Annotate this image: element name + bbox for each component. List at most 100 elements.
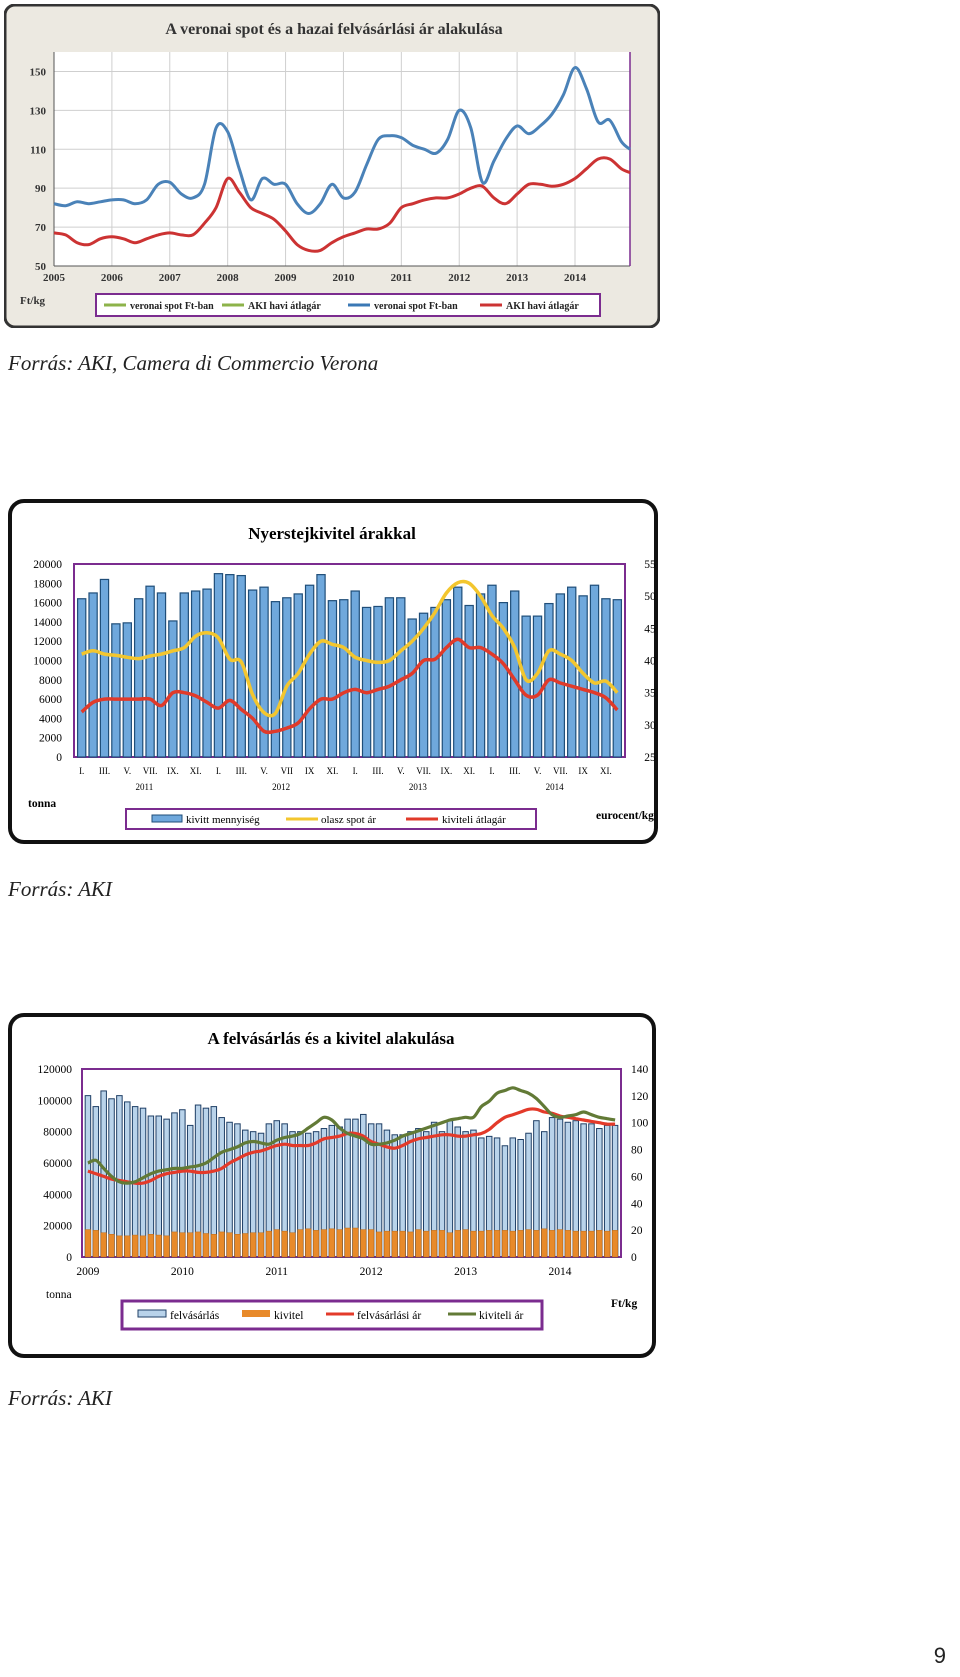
chart-3-legend-label: felvásárlás [170, 1310, 220, 1322]
chart-3-bar-export [140, 1235, 147, 1258]
chart-3-bar-export [163, 1235, 170, 1258]
chart-3-bar-export [486, 1230, 493, 1258]
chart-1-panel: A veronai spot és a hazai felvásárlási á… [3, 3, 661, 329]
chart-2-legend-label: olasz spot ár [321, 814, 376, 826]
chart-3-bar-export [116, 1235, 123, 1258]
chart-2-bar [270, 601, 281, 758]
chart-3-legend-label: kiviteli ár [479, 1310, 524, 1322]
chart-2-year-label: 2014 [546, 782, 565, 792]
chart-2-bar [453, 586, 463, 758]
chart-2-month-label: XI. [463, 766, 475, 776]
chart-2-left-tick-label: 2000 [39, 733, 62, 745]
chart-3-left-tick-label: 0 [66, 1252, 72, 1264]
chart-2-panel: Nyerstejkivitel árakkal 0 2000 4000 6000 8000… [8, 499, 658, 844]
chart-3-bar-export [580, 1230, 587, 1258]
chart-2-bar [521, 615, 531, 758]
chart-2-bar [350, 590, 360, 758]
chart-2-bar [441, 599, 452, 758]
chart-2-month-label: XI. [327, 766, 339, 776]
chart-2-bar [589, 584, 600, 758]
chart-2-month-label: I. [79, 766, 84, 776]
chart-3-felvasarlas-kivitel: A felvásárlás és a kivitel alakulása0200… [8, 1013, 656, 1358]
chart-2-left-tick-label: 0 [56, 752, 62, 764]
chart-3-bar-export [92, 1230, 99, 1258]
chart-3-right-tick-label: 40 [631, 1198, 643, 1210]
chart-2-nyerstejkivitel: Nyerstejkivitel árakkal 0 2000 4000 6000 8000… [8, 499, 658, 844]
chart-2-month-label: III. [99, 766, 110, 776]
chart-3-left-axis-label: tonna [46, 1289, 72, 1301]
chart-2-month-label: VII. [416, 766, 431, 776]
chart-3-bar-export [171, 1231, 178, 1258]
chart-2-bar [567, 586, 577, 758]
chart-3-bar-export [572, 1230, 579, 1258]
chart-2-bar [282, 597, 292, 758]
chart-3-bar-export [273, 1229, 280, 1258]
chart-3-year-label: 2014 [548, 1266, 571, 1278]
chart-3-bar-export [297, 1229, 304, 1258]
chart-1-title: A veronai spot és a hazai felvásárlási á… [165, 21, 502, 38]
chart-2-bar [475, 593, 486, 758]
chart-2-line-1 [81, 579, 619, 718]
chart-3-bar-export [494, 1230, 501, 1258]
chart-3-bar-purchase [100, 1090, 107, 1258]
chart-2-right-tick-label: 40 [644, 656, 656, 668]
chart-3-year-label: 2011 [265, 1266, 288, 1278]
chart-2-year-label: 2011 [136, 782, 154, 792]
chart-1-veronai-spot: A veronai spot és a hazai felvásárlási á… [3, 3, 661, 329]
chart-1-legend-label: veronai spot Ft-ban [130, 301, 214, 312]
chart-3-bar-export [368, 1229, 375, 1258]
chart-2-bar [418, 612, 429, 758]
chart-3-bar-export [407, 1231, 414, 1258]
chart-2-bar [373, 605, 383, 758]
chart-2-left-tick-label: 18000 [33, 578, 62, 590]
chart-3-bar-export [281, 1230, 288, 1258]
chart-1-ytick-label: 90 [35, 183, 47, 195]
chart-3-bar-export [588, 1230, 595, 1258]
chart-3-bar-export [423, 1230, 430, 1258]
chart-3-left-tick-label: 20000 [43, 1221, 72, 1233]
chart-3-legend-swatch [242, 1310, 270, 1317]
chart-2-bar [236, 574, 246, 758]
chart-2-month-label: XI. [600, 766, 612, 776]
chart-3-bar-export [344, 1227, 351, 1258]
chart-3-right-tick-label: 60 [631, 1171, 643, 1183]
chart-2-bar [430, 606, 440, 758]
chart-3-bar-export [399, 1230, 406, 1258]
chart-2-month-label: I. [489, 766, 494, 776]
chart-3-bar-export [549, 1230, 556, 1258]
chart-2-month-label: I. [353, 766, 358, 776]
chart-2-month-label: V. [397, 766, 405, 776]
chart-3-bar-export [234, 1234, 241, 1258]
chart-2-month-label: V. [123, 766, 131, 776]
chart-2-bar [111, 623, 121, 758]
chart-3-bar-export [226, 1232, 233, 1258]
chart-3-bar-export [155, 1234, 162, 1258]
chart-1-ytick-label: 130 [30, 105, 47, 117]
chart-2-right-tick-label: 30 [644, 720, 656, 732]
chart-3-legend-swatch [137, 1309, 167, 1318]
chart-2-left-tick-label: 16000 [33, 598, 62, 610]
chart-3-bar-export [100, 1232, 107, 1258]
chart-3-bar-export [187, 1232, 194, 1258]
chart-3-bar-export [328, 1228, 335, 1258]
chart-3-left-tick-label: 100000 [38, 1095, 73, 1107]
chart-2-bar [156, 592, 167, 758]
chart-3-bar-export [124, 1235, 131, 1258]
chart-3-plot-area [81, 1068, 622, 1258]
chart-3-bar-export [179, 1232, 186, 1258]
chart-2-month-label: III. [236, 766, 247, 776]
chart-1-xtick-label: 2012 [448, 272, 471, 284]
chart-2-bar [555, 593, 566, 758]
chart-1-ylabel: Ft/kg [20, 295, 46, 307]
chart-3-bar-export [376, 1231, 383, 1258]
chart-3-bar-export [383, 1230, 390, 1258]
chart-3-bar-export [604, 1230, 611, 1258]
chart-1-xtick-label: 2006 [101, 272, 124, 284]
chart-2-right-axis-label: eurocent/kg [596, 810, 654, 822]
chart-2-left-tick-label: 4000 [39, 713, 62, 725]
chart-2-left-tick-label: 8000 [39, 675, 62, 687]
chart-1-xtick-label: 2008 [217, 272, 240, 284]
chart-2-month-label: IX. [167, 766, 179, 776]
chart-2-month-label: VII. [143, 766, 158, 776]
chart-2-month-label: IX [578, 766, 588, 776]
